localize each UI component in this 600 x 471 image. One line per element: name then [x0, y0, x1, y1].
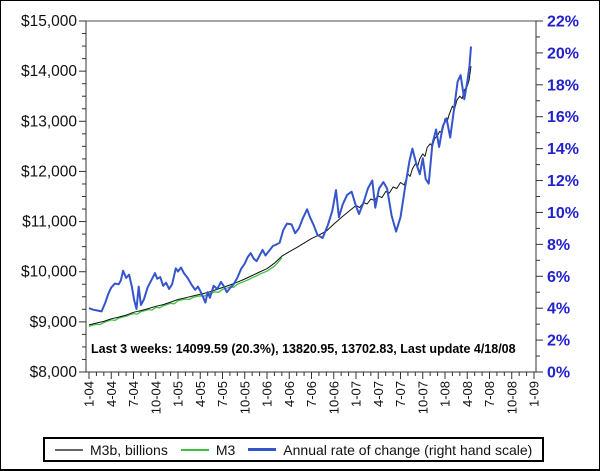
x-tick-label: 10-06 — [326, 381, 341, 414]
y-left-tick-label: $8,000 — [30, 364, 78, 381]
y-right-tick-label: 10% — [547, 205, 579, 222]
x-tick-label: 1-09 — [527, 381, 542, 407]
x-tick-label: 7-05 — [215, 381, 230, 407]
y-right-tick-label: 4% — [547, 301, 570, 318]
y-left-tick-label: $15,000 — [21, 13, 77, 30]
x-tick-label: 10-07 — [415, 381, 430, 414]
x-tick-label: 7-06 — [304, 381, 319, 407]
legend-label-rate: Annual rate of change (right hand scale) — [283, 441, 533, 458]
y-left-tick-label: $14,000 — [21, 63, 77, 80]
chart-legend: M3b, billions M3 Annual rate of change (… — [43, 437, 544, 462]
y-right-tick-label: 20% — [547, 45, 579, 62]
y-left-tick-label: $11,000 — [22, 214, 77, 231]
legend-item-rate: Annual rate of change (right hand scale) — [248, 442, 532, 458]
y-right-tick-label: 6% — [547, 269, 570, 286]
x-tick-label: 10-08 — [504, 381, 519, 414]
y-right-tick-label: 12% — [547, 173, 579, 190]
last-3-weeks-annotation: Last 3 weeks: 14099.59 (20.3%), 13820.95… — [91, 342, 516, 356]
x-tick-label: 1-07 — [349, 381, 364, 407]
m3-line — [88, 257, 283, 328]
y-right-tick-label: 14% — [547, 141, 579, 158]
x-tick-label: 7-08 — [482, 381, 497, 407]
x-tick-label: 4-04 — [104, 381, 119, 407]
y-right-tick-label: 18% — [547, 77, 579, 94]
rate-line — [88, 46, 472, 313]
m3b-line-swatch — [55, 448, 83, 451]
y-right-tick-label: 0% — [547, 365, 570, 382]
y-left-tick-label: $9,000 — [30, 314, 78, 331]
x-tick-label: 4-07 — [371, 381, 386, 407]
y-left-tick-label: $13,000 — [21, 113, 77, 130]
m3-line-swatch — [180, 448, 209, 451]
x-tick-label: 4-06 — [282, 381, 297, 407]
x-tick-label: 4-08 — [460, 381, 475, 407]
y-left-tick-label: $12,000 — [21, 163, 77, 180]
x-tick-label: 10-04 — [148, 381, 163, 414]
x-tick-label: 1-04 — [82, 381, 97, 407]
x-tick-label: 1-05 — [171, 381, 186, 407]
legend-item-m3b: M3b, billions — [55, 442, 168, 458]
legend-label-m3: M3 — [215, 441, 236, 458]
x-tick-label: 1-06 — [260, 381, 275, 407]
legend-item-m3: M3 — [180, 441, 236, 458]
x-tick-label: 1-08 — [438, 381, 453, 407]
y-right-tick-label: 16% — [547, 109, 579, 126]
m3b-line — [88, 66, 472, 326]
legend-label-m3b: M3b, billions — [90, 441, 168, 458]
x-tick-label: 7-07 — [393, 381, 408, 407]
y-right-tick-label: 22% — [547, 14, 579, 31]
rate-line-swatch — [248, 448, 277, 451]
x-tick-label: 7-04 — [126, 381, 141, 407]
y-right-tick-label: 8% — [547, 237, 570, 254]
x-tick-label: 10-05 — [237, 381, 252, 414]
y-left-tick-label: $10,000 — [21, 264, 77, 281]
x-tick-label: 4-05 — [193, 381, 208, 407]
y-right-tick-label: 2% — [547, 333, 570, 350]
